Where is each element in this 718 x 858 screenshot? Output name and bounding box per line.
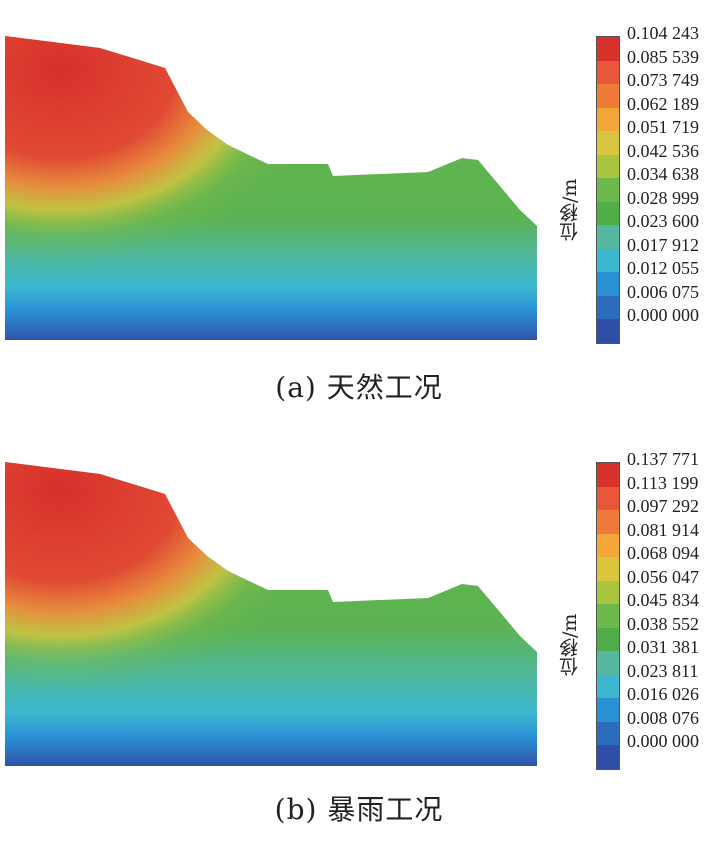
legend-swatch <box>597 178 619 202</box>
panel-caption: (a) 天然工况 <box>275 371 443 404</box>
legend-value: 0.073 749 <box>627 70 699 90</box>
legend-value: 0.045 834 <box>627 590 699 610</box>
legend-value: 0.023 600 <box>627 211 699 231</box>
legend-value: 0.113 199 <box>627 472 699 493</box>
legend-value: 0.012 055 <box>627 258 699 278</box>
legend-swatch <box>597 627 619 651</box>
legend-swatch <box>597 533 619 557</box>
legend-swatch <box>597 107 619 131</box>
panel-natural-condition: 0.104 243 0.085 539 0.073 749 0.062 189 … <box>0 0 718 420</box>
legend-title: 位移/m <box>559 178 581 242</box>
legend-value: 0.104 243 <box>627 23 699 43</box>
legend-swatch <box>597 248 619 272</box>
legend-value: 0.068 094 <box>627 543 699 563</box>
legend-swatch <box>597 272 619 296</box>
legend-swatch <box>597 580 619 604</box>
legend-value: 0.016 026 <box>627 684 699 704</box>
legend-value: 0.023 811 <box>627 660 699 681</box>
legend-swatch <box>597 721 619 745</box>
legend-swatch <box>597 674 619 698</box>
legend-color-bar <box>596 36 620 344</box>
legend-swatch <box>597 745 619 769</box>
legend-value: 0.097 292 <box>627 496 699 516</box>
legend-swatch <box>597 463 619 487</box>
legend-value: 0.000 000 <box>627 305 699 325</box>
displacement-contour-plot <box>5 36 537 340</box>
legend-swatch <box>597 37 619 61</box>
legend-value: 0.085 539 <box>627 46 699 67</box>
legend-value: 0.008 076 <box>627 707 699 728</box>
legend-swatch <box>597 84 619 108</box>
legend-value: 0.034 638 <box>627 164 699 184</box>
legend-value: 0.038 552 <box>627 613 699 634</box>
legend-swatch <box>597 201 619 225</box>
legend-swatch <box>597 486 619 510</box>
legend-swatch <box>597 698 619 722</box>
legend-swatch <box>597 319 619 343</box>
legend-swatch <box>597 510 619 534</box>
legend-value: 0.000 000 <box>627 731 699 751</box>
legend-values: 0.104 243 0.085 539 0.073 749 0.062 189 … <box>627 22 699 328</box>
legend-value: 0.028 999 <box>627 187 699 208</box>
legend-value: 0.081 914 <box>627 519 699 540</box>
panel-caption: (b) 暴雨工况 <box>274 793 444 826</box>
legend-title: 位移/m <box>559 613 581 677</box>
legend-swatch <box>597 60 619 84</box>
legend-swatch <box>597 651 619 675</box>
legend-value: 0.031 381 <box>627 637 699 657</box>
displacement-contour-plot <box>5 462 537 766</box>
legend-swatch <box>597 557 619 581</box>
legend-swatch <box>597 295 619 319</box>
legend-swatch <box>597 225 619 249</box>
legend-value: 0.137 771 <box>627 449 699 469</box>
legend-swatch <box>597 131 619 155</box>
legend-value: 0.017 912 <box>627 234 699 255</box>
legend-swatch <box>597 604 619 628</box>
legend-value: 0.051 719 <box>627 117 699 137</box>
legend-value: 0.062 189 <box>627 93 699 114</box>
legend-value: 0.042 536 <box>627 140 699 161</box>
legend-value: 0.006 075 <box>627 281 699 302</box>
legend-values: 0.137 771 0.113 199 0.097 292 0.081 914 … <box>627 448 699 754</box>
legend-swatch <box>597 154 619 178</box>
legend-value: 0.056 047 <box>627 566 699 587</box>
panel-rainstorm-condition: 0.137 771 0.113 199 0.097 292 0.081 914 … <box>0 420 718 840</box>
legend-color-bar <box>596 462 620 770</box>
